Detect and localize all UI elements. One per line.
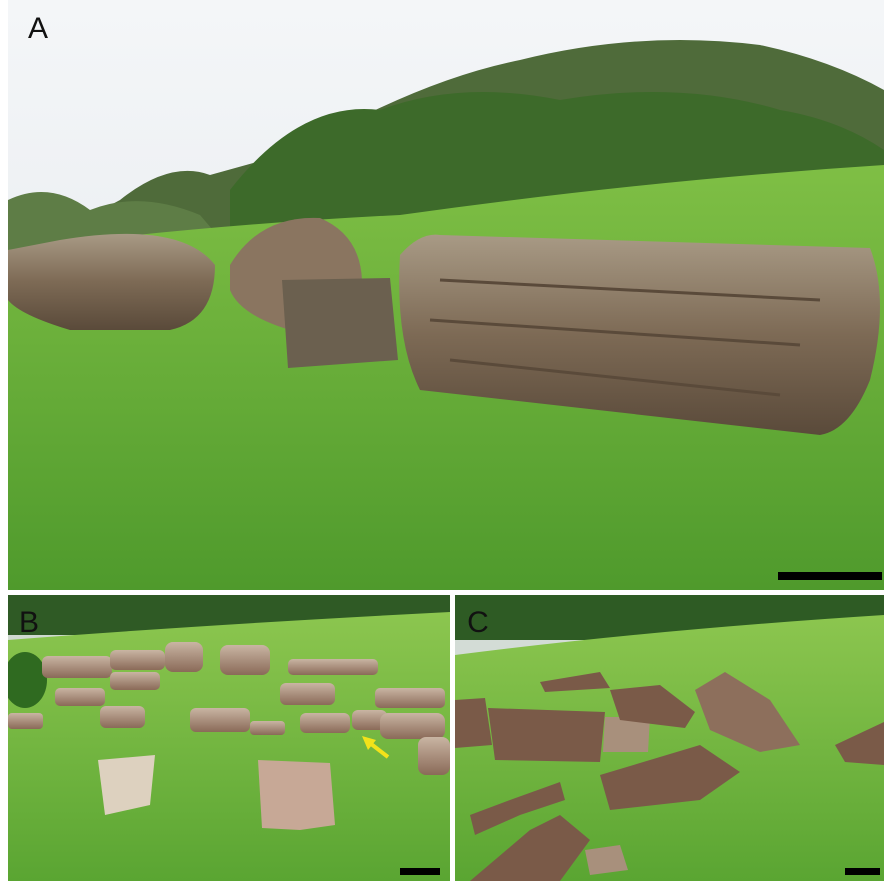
- panel-label: C: [467, 606, 489, 639]
- panel-label: A: [28, 12, 48, 45]
- log: [282, 278, 398, 368]
- scale-bar: [400, 868, 440, 875]
- shrub: [3, 652, 47, 708]
- scale-bar: [845, 868, 880, 875]
- panel-label: B: [19, 606, 39, 639]
- scale-bar: [778, 572, 882, 580]
- stump: [258, 760, 335, 830]
- panel-c: C: [455, 595, 884, 881]
- figure: A B: [0, 0, 884, 881]
- panel-a: A: [8, 0, 884, 590]
- panel-b: B: [3, 595, 450, 881]
- log: [8, 234, 215, 330]
